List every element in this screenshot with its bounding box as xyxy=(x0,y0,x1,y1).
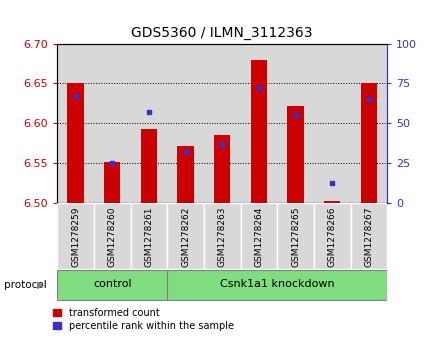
Bar xyxy=(57,44,94,203)
Text: GSM1278259: GSM1278259 xyxy=(71,207,80,267)
Legend: transformed count, percentile rank within the sample: transformed count, percentile rank withi… xyxy=(53,308,234,331)
Text: GSM1278264: GSM1278264 xyxy=(254,207,264,267)
Bar xyxy=(57,203,94,269)
Bar xyxy=(241,203,277,269)
Bar xyxy=(131,203,167,269)
Text: ▶: ▶ xyxy=(37,280,45,290)
Bar xyxy=(94,203,131,269)
Bar xyxy=(241,44,277,203)
Bar xyxy=(351,203,387,269)
Bar xyxy=(167,203,204,269)
Bar xyxy=(351,44,387,203)
Bar xyxy=(287,106,304,203)
Bar xyxy=(314,203,351,269)
Text: GSM1278262: GSM1278262 xyxy=(181,207,190,267)
Bar xyxy=(167,44,204,203)
Bar xyxy=(204,44,241,203)
Text: GSM1278263: GSM1278263 xyxy=(218,207,227,267)
Text: GSM1278266: GSM1278266 xyxy=(328,207,337,267)
Text: GSM1278265: GSM1278265 xyxy=(291,207,300,267)
Bar xyxy=(131,44,167,203)
Bar xyxy=(57,270,167,300)
Title: GDS5360 / ILMN_3112363: GDS5360 / ILMN_3112363 xyxy=(132,26,313,40)
Bar xyxy=(361,83,377,203)
Bar xyxy=(141,129,157,203)
Text: control: control xyxy=(93,279,132,289)
Bar xyxy=(314,44,351,203)
Bar xyxy=(104,162,121,203)
Bar xyxy=(277,203,314,269)
Bar xyxy=(94,44,131,203)
Bar xyxy=(324,201,341,203)
Bar xyxy=(204,203,241,269)
Text: GSM1278260: GSM1278260 xyxy=(108,207,117,267)
Bar xyxy=(167,270,387,300)
Bar xyxy=(177,146,194,203)
Text: GSM1278267: GSM1278267 xyxy=(364,207,374,267)
Text: protocol: protocol xyxy=(4,280,47,290)
Bar xyxy=(214,135,231,203)
Bar xyxy=(67,83,84,203)
Bar xyxy=(251,60,267,203)
Text: Csnk1a1 knockdown: Csnk1a1 knockdown xyxy=(220,279,334,289)
Text: GSM1278261: GSM1278261 xyxy=(144,207,154,267)
Bar xyxy=(277,44,314,203)
